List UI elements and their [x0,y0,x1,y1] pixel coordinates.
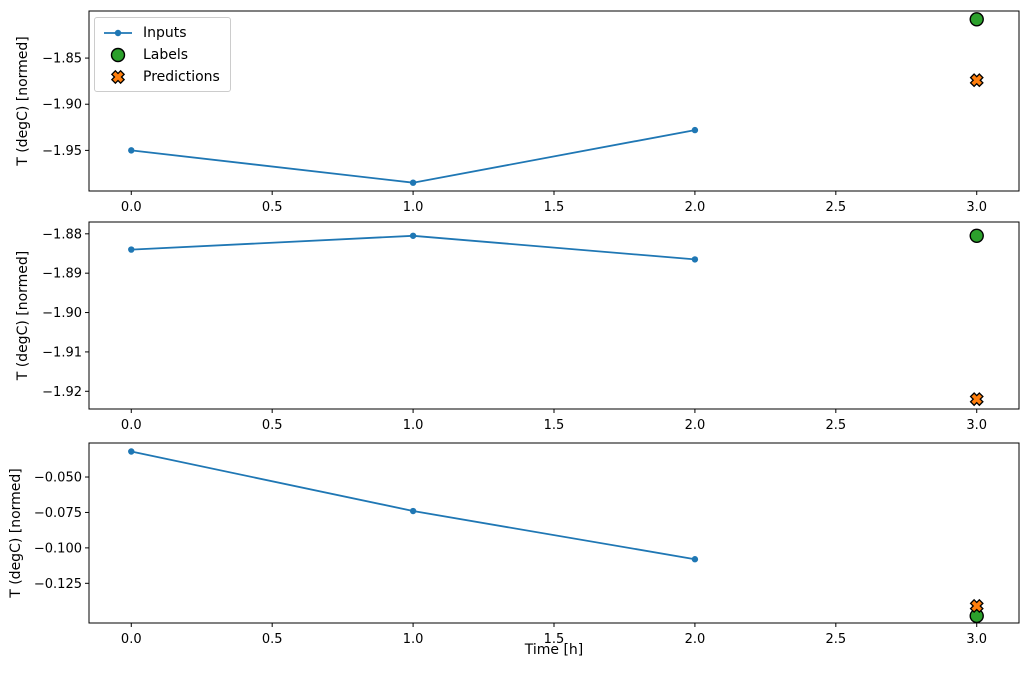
x-tick-label: 0.0 [121,200,142,215]
y-tick-label: −1.92 [42,385,82,400]
legend-label: Labels [143,46,189,63]
x-tick-label: 1.5 [544,200,565,215]
x-tick-label: 1.0 [403,418,424,433]
y-tick-label: −0.125 [34,577,82,592]
legend-item-predictions: Predictions [102,67,220,86]
y-axis-label: T (degC) [normed] [15,251,31,382]
x-tick-label: 2.5 [825,418,846,433]
predictions-marker [969,598,984,614]
x-tick-label: 3.0 [966,200,987,215]
panel-middle: −1.88 −1.89 −1.90 −1.91 −1.92 0.0 0.5 1.0 1.5 2.0… [15,221,1020,433]
x-tick-label: 2.5 [825,200,846,215]
predictions-marker [969,392,984,407]
inputs-marker [128,448,135,455]
legend-label: Inputs [143,24,187,41]
panel-bottom: −0.050 −0.075 −0.100 −0.125 0.0 0.5 1.0 1.5 2.0 2… [8,442,1020,658]
inputs-marker [409,232,417,239]
y-tick-label: −1.88 [42,227,82,242]
x-axis-label: Time [h] [524,642,584,658]
axes-frame [88,442,1020,624]
y-tick-label: −0.050 [34,471,82,486]
legend: Inputs Labels Predictions [94,17,231,92]
x-tick-label: 0.5 [262,632,283,647]
y-tick-label: −1.85 [42,52,82,67]
y-tick-label: −1.91 [42,345,82,360]
inputs-marker [409,507,417,515]
inputs-marker [691,556,699,563]
y-tick-label: −1.90 [42,306,82,321]
predictions-marker [969,73,984,88]
y-axis-label: T (degC) [normed] [8,468,24,599]
inputs-line [131,234,695,261]
x-tick-label: 2.0 [685,418,706,433]
x-tick-label: 2.0 [685,632,706,647]
labels-marker [969,608,984,624]
x-tick-label: 0.5 [262,418,283,433]
inputs-marker [691,126,699,134]
y-tick-label: −0.075 [34,506,82,521]
y-axis-label: T (degC) [normed] [15,36,31,167]
y-tick-label: −0.100 [34,541,82,556]
x-icon [110,69,126,84]
panel-top: −1.85 −1.90 −1.95 0.0 0.5 1.0 1.5 2.0 2.5 3.0 T (d… [15,10,1020,215]
y-tick-label: −1.95 [42,144,82,159]
x-tick-label: 3.0 [966,418,987,433]
inputs-marker [128,246,135,253]
x-tick-label: 2.0 [685,200,706,215]
x-tick-label: 1.5 [544,632,565,647]
y-tick-label: −1.90 [42,98,82,113]
x-tick-label: 0.0 [121,632,142,647]
x-tick-label: 1.0 [403,632,424,647]
legend-item-labels: Labels [102,45,220,64]
x-tick-label: 0.0 [121,418,142,433]
labels-marker [969,12,984,27]
inputs-line [131,129,696,184]
x-tick-label: 1.0 [403,200,424,215]
inputs-marker [128,147,135,154]
labels-marker [969,228,984,243]
inputs-line [131,450,696,561]
inputs-marker [691,256,699,263]
legend-item-inputs: Inputs [102,23,220,42]
x-tick-label: 0.5 [262,200,283,215]
inputs-marker [409,179,417,186]
x-tick-label: 3.0 [966,632,987,647]
y-tick-label: −1.89 [42,267,82,282]
axes-frame [88,221,1020,410]
circle-icon [110,47,126,62]
line-with-dot-icon [104,29,132,36]
x-tick-label: 2.5 [825,632,846,647]
x-tick-label: 1.5 [544,418,565,433]
legend-label: Predictions [143,68,220,85]
